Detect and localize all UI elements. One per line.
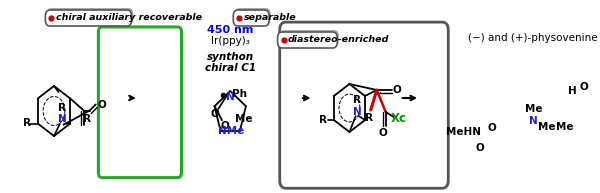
Text: N: N <box>226 92 235 102</box>
Text: Ir(ppy)₃: Ir(ppy)₃ <box>211 36 250 46</box>
Text: chiral C1: chiral C1 <box>205 63 256 73</box>
Text: O: O <box>210 109 219 119</box>
FancyBboxPatch shape <box>280 22 448 188</box>
Text: O: O <box>488 123 497 133</box>
Text: R: R <box>83 113 91 124</box>
Text: chiral auxiliary recoverable: chiral auxiliary recoverable <box>56 14 202 23</box>
Text: O: O <box>221 121 229 131</box>
Text: O: O <box>392 85 401 95</box>
FancyBboxPatch shape <box>47 8 133 24</box>
Text: H: H <box>568 86 577 96</box>
Text: O: O <box>476 143 485 153</box>
FancyBboxPatch shape <box>233 10 269 26</box>
Text: N: N <box>529 115 538 125</box>
Text: O: O <box>579 81 588 91</box>
Text: O: O <box>97 100 106 109</box>
Text: N: N <box>58 114 67 124</box>
Text: R: R <box>319 115 328 125</box>
Text: O: O <box>379 128 387 138</box>
Text: (−) and (+)-physovenine: (−) and (+)-physovenine <box>467 33 597 43</box>
Text: Me: Me <box>556 122 574 131</box>
Text: R: R <box>58 103 66 113</box>
FancyBboxPatch shape <box>98 27 181 178</box>
Text: synthon: synthon <box>206 52 254 62</box>
Text: N: N <box>353 107 362 117</box>
Text: R: R <box>23 119 31 129</box>
FancyBboxPatch shape <box>235 8 271 24</box>
Text: Me: Me <box>524 103 542 113</box>
Text: Me: Me <box>538 122 556 131</box>
Text: NMe: NMe <box>218 126 244 136</box>
Text: R: R <box>353 95 361 105</box>
Text: R: R <box>365 113 373 123</box>
FancyBboxPatch shape <box>278 32 337 48</box>
Text: ···: ··· <box>375 90 382 96</box>
Text: Me: Me <box>235 114 253 124</box>
Text: 450 nm: 450 nm <box>207 25 253 35</box>
Text: Ph: Ph <box>232 89 247 99</box>
FancyBboxPatch shape <box>46 10 131 26</box>
Text: Xc: Xc <box>391 112 406 124</box>
Text: separable: separable <box>244 14 296 23</box>
Text: diastereo-enriched: diastereo-enriched <box>288 36 389 45</box>
Text: MeHN: MeHN <box>446 127 481 137</box>
FancyBboxPatch shape <box>279 30 339 46</box>
